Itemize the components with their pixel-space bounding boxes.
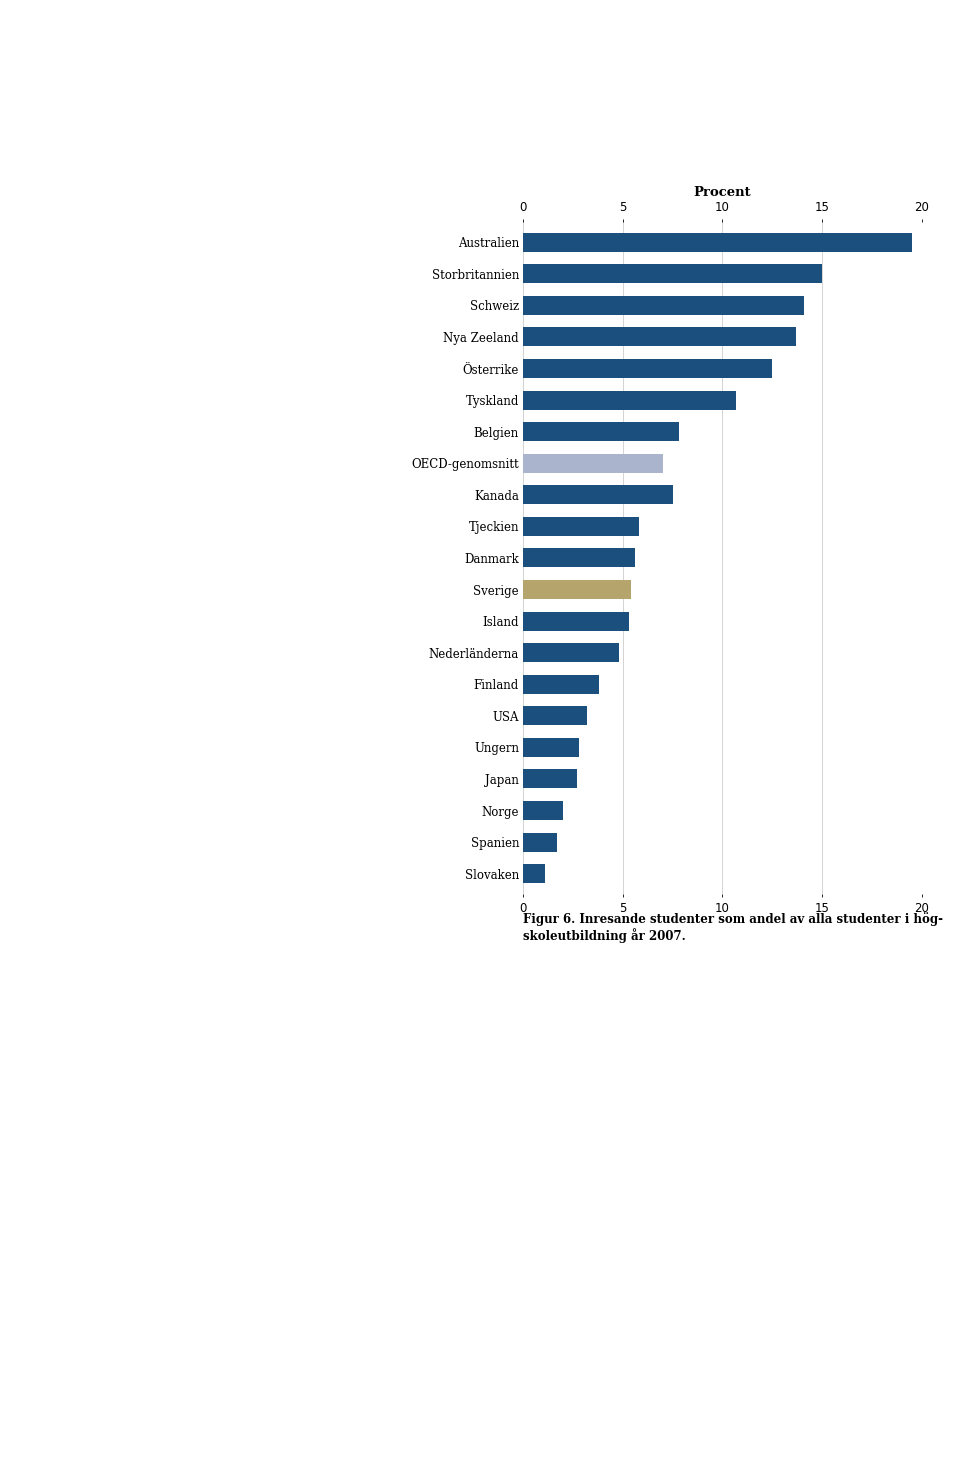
- Bar: [523, 548, 635, 568]
- Bar: [523, 232, 912, 251]
- Bar: [523, 579, 631, 599]
- Bar: [523, 454, 662, 473]
- Bar: [523, 801, 563, 820]
- Bar: [523, 643, 619, 662]
- Bar: [523, 265, 822, 284]
- Bar: [523, 517, 638, 537]
- Bar: [523, 738, 579, 757]
- Bar: [523, 296, 804, 315]
- X-axis label: Procent: Procent: [693, 186, 752, 198]
- Text: Figur 6. Inresande studenter som andel av alla studenter i hög-
skoleutbildning : Figur 6. Inresande studenter som andel a…: [523, 912, 943, 943]
- Bar: [523, 390, 736, 409]
- Bar: [523, 612, 629, 631]
- Bar: [523, 770, 577, 788]
- Bar: [523, 423, 679, 440]
- Bar: [523, 865, 545, 884]
- Bar: [523, 485, 673, 504]
- Bar: [523, 832, 557, 851]
- Bar: [523, 359, 772, 378]
- Bar: [523, 328, 796, 346]
- Bar: [523, 675, 599, 693]
- Bar: [523, 706, 587, 726]
